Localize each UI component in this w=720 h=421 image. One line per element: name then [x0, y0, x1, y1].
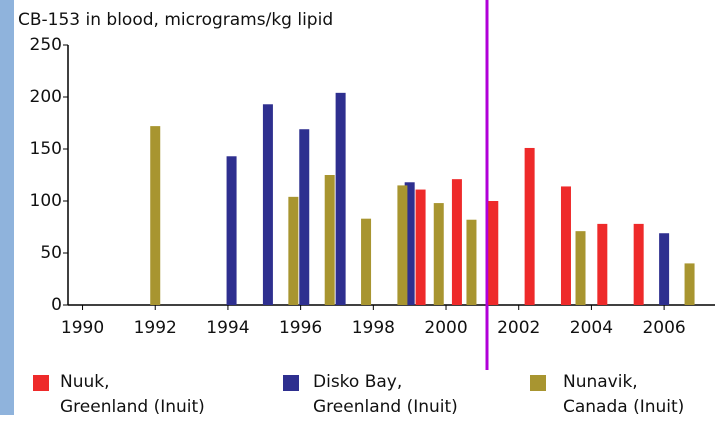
x-tick-label: 2006	[642, 318, 685, 338]
y-tick-label: 0	[51, 295, 62, 315]
bar	[324, 175, 335, 305]
y-tick-label: 100	[30, 191, 62, 211]
x-tick-label: 2004	[570, 318, 613, 338]
bar	[575, 231, 586, 305]
legend-label: Nunavik, Canada (Inuit)	[563, 372, 685, 417]
side-strip	[0, 0, 14, 415]
bar	[433, 203, 444, 305]
y-tick-label: 200	[30, 87, 62, 107]
bar	[299, 129, 310, 305]
bar	[466, 219, 477, 305]
bar	[597, 223, 608, 305]
bar	[262, 104, 273, 305]
bar	[404, 182, 415, 305]
bar	[415, 189, 426, 305]
bar	[488, 201, 499, 305]
bar	[397, 185, 408, 305]
bar	[451, 179, 462, 305]
bar	[659, 233, 670, 305]
x-tick-label: 2002	[497, 318, 540, 338]
bar	[684, 263, 695, 305]
bar	[226, 156, 237, 305]
y-tick-label: 250	[30, 35, 62, 55]
legend-label: Disko Bay, Greenland (Inuit)	[313, 372, 458, 417]
x-tick-label: 2000	[424, 318, 467, 338]
bar	[560, 186, 571, 305]
x-tick-label: 1992	[134, 318, 177, 338]
bar	[335, 92, 346, 305]
bar	[633, 223, 644, 305]
legend-label: Nuuk, Greenland (Inuit)	[60, 372, 205, 417]
y-tick-label: 50	[40, 243, 62, 263]
y-tick-label: 150	[30, 139, 62, 159]
x-tick-label: 1998	[352, 318, 395, 338]
bar	[361, 218, 372, 305]
legend-swatch	[283, 375, 299, 391]
x-tick-label: 1994	[206, 318, 249, 338]
x-tick-label: 1990	[61, 318, 104, 338]
x-tick-label: 1996	[279, 318, 322, 338]
chart-title: CB-153 in blood, micrograms/kg lipid	[18, 10, 333, 30]
bar	[150, 126, 161, 306]
legend-swatch	[530, 375, 546, 391]
bar	[524, 147, 535, 305]
bar	[288, 196, 299, 305]
legend-swatch	[33, 375, 49, 391]
